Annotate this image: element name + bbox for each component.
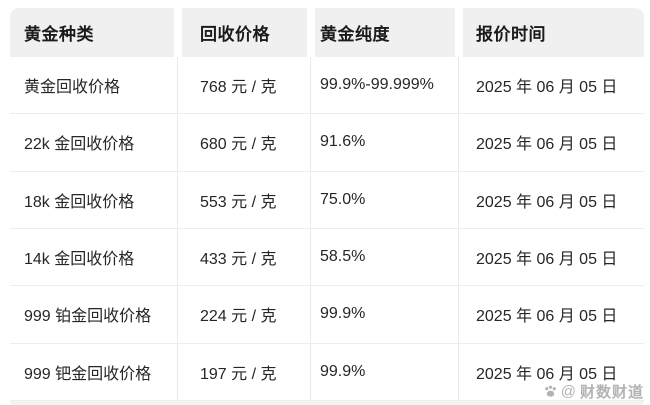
table-row: 黄金回收价格 768 元 / 克 99.9%-99.999% 2025 年 06…: [10, 57, 644, 114]
table-row: 14k 金回收价格 433 元 / 克 58.5% 2025 年 06 月 05…: [10, 227, 644, 286]
cutoff-next-row-strip: [10, 401, 644, 405]
cell-price: 197 元 / 克: [178, 343, 311, 400]
cell-purity: 75.0%: [311, 171, 459, 228]
header-gold-type: 黄金种类: [10, 8, 178, 57]
cell-purity: 58.5%: [311, 228, 459, 286]
watermark: @ 财数财道: [543, 381, 644, 402]
table-row: 999 钯金回收价格 197 元 / 克 99.9% 2025 年 06 月 0…: [10, 342, 644, 400]
cell-purity: 99.9%-99.999%: [311, 57, 459, 114]
cell-gold-type: 18k 金回收价格: [10, 171, 178, 228]
table-row: 999 铂金回收价格 224 元 / 克 99.9% 2025 年 06 月 0…: [10, 285, 644, 343]
cell-price: 768 元 / 克: [178, 57, 311, 114]
cell-purity: 99.9%: [311, 343, 459, 400]
table-row: 22k 金回收价格 680 元 / 克 91.6% 2025 年 06 月 05…: [10, 113, 644, 171]
watermark-text: 财数财道: [579, 384, 644, 401]
cell-gold-type: 14k 金回收价格: [10, 228, 178, 286]
watermark-at-symbol: @: [560, 383, 577, 400]
header-gold-purity: 黄金纯度: [311, 8, 459, 57]
table-header-row: 黄金种类 回收价格 黄金纯度 报价时间: [10, 8, 644, 57]
cell-date: 2025 年 06 月 05 日: [476, 308, 618, 326]
cell-date: 2025 年 06 月 05 日: [476, 251, 618, 269]
gold-price-table: 黄金种类 回收价格 黄金纯度 报价时间 黄金回收价格 768 元 / 克 99.…: [10, 8, 644, 401]
paw-icon: [543, 384, 558, 399]
cell-date: 2025 年 06 月 05 日: [476, 136, 618, 154]
cell-price: 224 元 / 克: [178, 286, 311, 343]
cell-purity: 91.6%: [311, 114, 459, 171]
cell-date: 2025 年 06 月 05 日: [476, 193, 618, 211]
cell-gold-type: 999 铂金回收价格: [10, 286, 178, 343]
cell-gold-type: 22k 金回收价格: [10, 114, 178, 171]
cell-gold-type: 999 钯金回收价格: [10, 343, 178, 400]
cell-price: 433 元 / 克: [178, 228, 311, 286]
cell-purity: 99.9%: [311, 286, 459, 343]
cell-price: 680 元 / 克: [178, 114, 311, 171]
header-quote-date: 报价时间: [459, 8, 644, 57]
table-row: 18k 金回收价格 553 元 / 克 75.0% 2025 年 06 月 05…: [10, 170, 644, 228]
cell-gold-type: 黄金回收价格: [10, 57, 178, 114]
header-recycle-price: 回收价格: [178, 8, 311, 57]
cell-date: 2025 年 06 月 05 日: [476, 365, 618, 383]
cell-date: 2025 年 06 月 05 日: [476, 79, 618, 97]
cell-price: 553 元 / 克: [178, 171, 311, 228]
